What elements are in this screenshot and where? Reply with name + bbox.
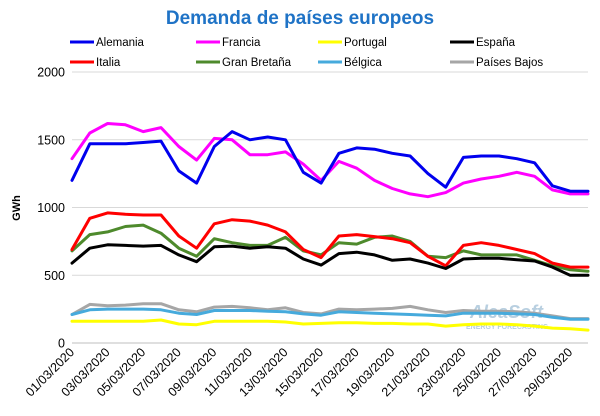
series-line-alemania [70, 130, 590, 193]
legend: Alemania Francia Portugal España Italia Gran … [70, 37, 543, 69]
series-lines [70, 122, 590, 332]
series-line-bélgica [70, 307, 590, 321]
series-line-portugal [70, 318, 590, 332]
chart-title: Demanda de países europeos [166, 8, 434, 29]
legend-label: Portugal [344, 37, 387, 49]
legend-label: Gran Bretaña [222, 57, 292, 69]
series-line-países-bajos [70, 302, 590, 321]
legend-label: Alemania [96, 37, 145, 49]
y-tick-label: 1000 [37, 201, 65, 215]
y-tick-label: 500 [44, 269, 65, 283]
legend-label: Italia [96, 57, 121, 69]
legend-label: Países Bajos [476, 57, 543, 69]
y-tick-label: 2000 [37, 66, 65, 80]
watermark-tagline: ENERGY FORECASTING [466, 324, 549, 331]
legend-label: Francia [222, 37, 261, 49]
legend-label: Bélgica [344, 57, 382, 69]
series-line-italia [70, 211, 590, 269]
y-axis-label: GWh [11, 195, 23, 221]
legend-label: España [476, 37, 516, 49]
y-tick-label: 1500 [37, 133, 65, 147]
y-tick-label: 0 [58, 337, 65, 351]
series-line-españa [70, 243, 590, 277]
